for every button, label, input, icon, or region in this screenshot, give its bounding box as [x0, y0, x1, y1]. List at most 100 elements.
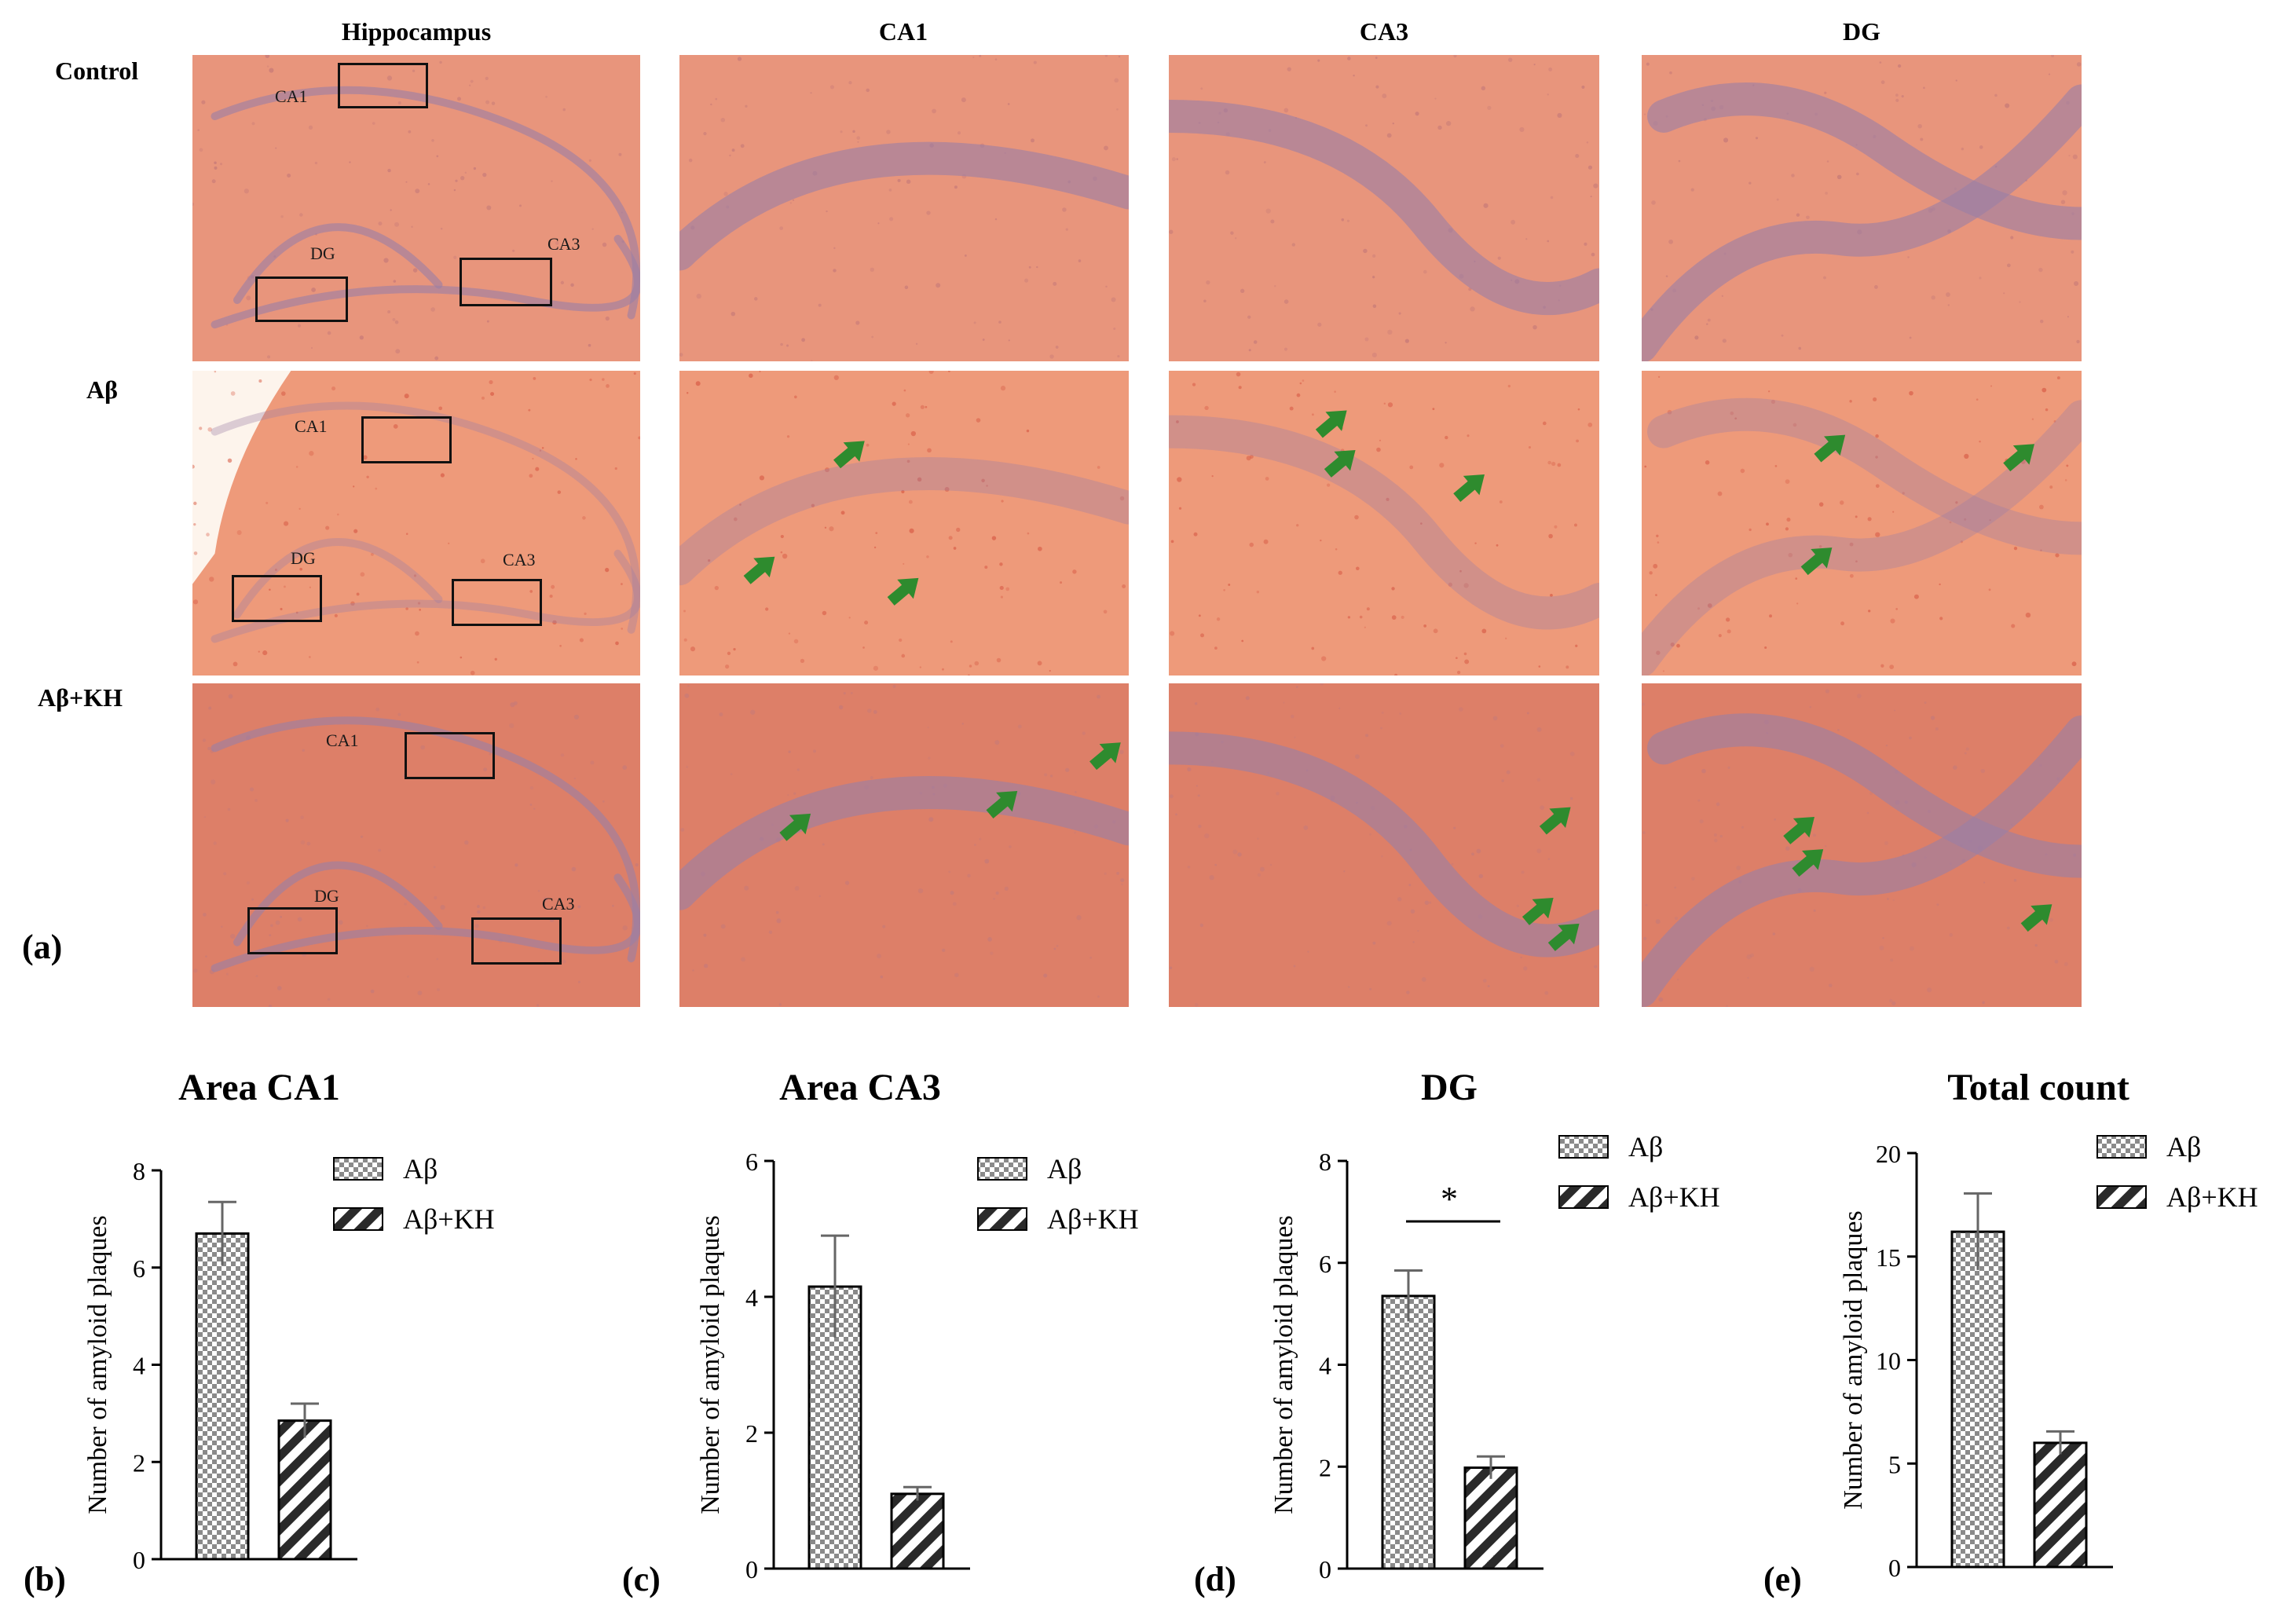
region-box-ca3: [471, 917, 562, 965]
region-label-dg: DG: [310, 243, 335, 263]
chart-e: Total count 0 5 10 15 20 Number of amyloid pla…: [1763, 1067, 2258, 1598]
chart-title: Total count: [1947, 1067, 2129, 1108]
micrograph-r1-c4: [1642, 55, 2082, 361]
micrograph-r1-c1: CA1 DG CA3: [192, 55, 640, 361]
legend-swatch-ab: [1558, 1135, 1609, 1159]
region-box-ca3: [460, 258, 552, 306]
micrograph-r1-c2: [679, 55, 1129, 361]
micrograph-r2-c3: [1169, 371, 1599, 676]
y-axis-label: Number of amyloid plaques: [1269, 1215, 1298, 1514]
legend-label-abkh: Aβ+KH: [2166, 1181, 2258, 1213]
region-box-ca1: [338, 63, 428, 108]
legend-label-ab: Aβ: [2166, 1131, 2201, 1162]
row-label-control: Control: [55, 57, 139, 85]
column-header-dg: DG: [1843, 17, 1880, 46]
micrograph-r2-c4: [1642, 371, 2082, 676]
bar-charts: Area CA1 0 2 4 6 8 Number of amyloid plaques Aβ…: [24, 1067, 2258, 1598]
y-tick-label: 0: [1319, 1555, 1331, 1584]
y-tick-label: 0: [133, 1546, 145, 1574]
micrograph-r2-c1: CA1 DG CA3: [192, 371, 640, 676]
y-tick-label: 4: [1319, 1352, 1331, 1380]
legend-label-abkh: Aβ+KH: [1047, 1203, 1139, 1235]
legend-label-ab: Aβ: [1047, 1153, 1082, 1184]
bar-ab: [195, 1232, 250, 1561]
y-tick-label: 5: [1888, 1450, 1901, 1478]
bar-ab: [1950, 1230, 2005, 1569]
region-label-ca1: CA1: [275, 86, 308, 106]
panel-label: (c): [622, 1560, 661, 1598]
y-tick-label: 6: [745, 1148, 758, 1176]
micrograph-r2-c2: [679, 371, 1129, 676]
y-tick-label: 8: [1319, 1148, 1331, 1176]
y-tick-label: 15: [1876, 1243, 1901, 1272]
y-tick-label: 2: [133, 1448, 145, 1477]
legend-label-ab: Aβ: [403, 1153, 438, 1184]
region-label-ca3: CA3: [542, 894, 575, 914]
region-box-ca3: [452, 579, 542, 626]
legend-swatch-abkh: [2096, 1185, 2147, 1209]
micrograph-r3-c2: [679, 683, 1129, 1007]
legend-swatch-abkh: [333, 1207, 383, 1231]
y-tick-label: 0: [1888, 1554, 1901, 1582]
significance-star: *: [1441, 1180, 1458, 1218]
legend-swatch-ab: [2096, 1135, 2147, 1159]
legend: Aβ Aβ+KH: [2096, 1131, 2258, 1213]
region-label-ca3: CA3: [547, 234, 580, 254]
legend-label-abkh: Aβ+KH: [1628, 1181, 1720, 1213]
chart-d: DG 0 2 4 6 8 Number of amyloid plaques * Aβ Aβ+KH…: [1194, 1067, 1720, 1598]
y-tick-label: 8: [133, 1157, 145, 1185]
legend: Aβ Aβ+KH: [333, 1153, 495, 1235]
legend: Aβ Aβ+KH: [1558, 1131, 1720, 1213]
y-tick-label: 2: [1319, 1453, 1331, 1481]
panel-label: (d): [1194, 1560, 1236, 1598]
micrograph-r1-c3: [1169, 55, 1599, 361]
micrograph-r3-c1: CA1 DG CA3: [192, 683, 640, 1007]
y-tick-label: 6: [1319, 1250, 1331, 1278]
region-label-dg: DG: [291, 548, 316, 568]
legend-swatch-ab: [333, 1157, 383, 1181]
column-header-hippocampus: Hippocampus: [341, 17, 492, 46]
region-label-ca1: CA1: [326, 730, 359, 750]
legend-swatch-abkh: [977, 1207, 1027, 1231]
panel-label: (b): [24, 1560, 66, 1598]
y-tick-label: 2: [745, 1419, 758, 1448]
bar-abkh: [2033, 1441, 2088, 1569]
row-label-ab: Aβ: [86, 375, 118, 404]
column-header-ca1: CA1: [878, 17, 928, 46]
y-tick-label: 20: [1876, 1140, 1901, 1168]
region-box-dg: [232, 575, 322, 622]
region-label-dg: DG: [314, 886, 339, 906]
region-box-ca1: [361, 416, 452, 463]
y-tick-label: 4: [745, 1283, 758, 1312]
bar-abkh: [890, 1492, 945, 1570]
chart-title: Area CA3: [779, 1067, 941, 1108]
y-tick-label: 4: [133, 1352, 145, 1380]
legend-label-ab: Aβ: [1628, 1131, 1663, 1162]
chart-title: Area CA1: [178, 1067, 340, 1108]
legend-swatch-ab: [977, 1157, 1027, 1181]
region-label-ca1: CA1: [295, 416, 328, 436]
chart-title: DG: [1421, 1067, 1478, 1108]
legend: Aβ Aβ+KH: [977, 1153, 1139, 1235]
column-header-ca3: CA3: [1359, 17, 1409, 46]
micrograph-r3-c4: [1642, 683, 2082, 1007]
y-axis-label: Number of amyloid plaques: [1839, 1210, 1868, 1510]
region-box-dg: [255, 276, 348, 322]
legend-label-abkh: Aβ+KH: [403, 1203, 495, 1235]
y-axis-label: Number of amyloid plaques: [696, 1215, 725, 1514]
panel-label-a: (a): [22, 928, 63, 966]
chart-b: Area CA1 0 2 4 6 8 Number of amyloid plaques Aβ…: [24, 1067, 495, 1598]
bar-abkh: [1463, 1466, 1518, 1570]
panel-label: (e): [1763, 1560, 1802, 1598]
micrograph-r3-c3: [1169, 683, 1599, 1007]
y-tick-label: 0: [745, 1555, 758, 1584]
bar-abkh: [277, 1419, 332, 1561]
row-label-abkh: Aβ+KH: [38, 683, 123, 712]
region-label-ca3: CA3: [503, 550, 536, 569]
legend-swatch-abkh: [1558, 1185, 1609, 1209]
region-box-ca1: [405, 732, 495, 779]
region-box-dg: [247, 907, 338, 954]
bar-ab: [1381, 1294, 1436, 1570]
y-tick-label: 10: [1876, 1347, 1901, 1375]
